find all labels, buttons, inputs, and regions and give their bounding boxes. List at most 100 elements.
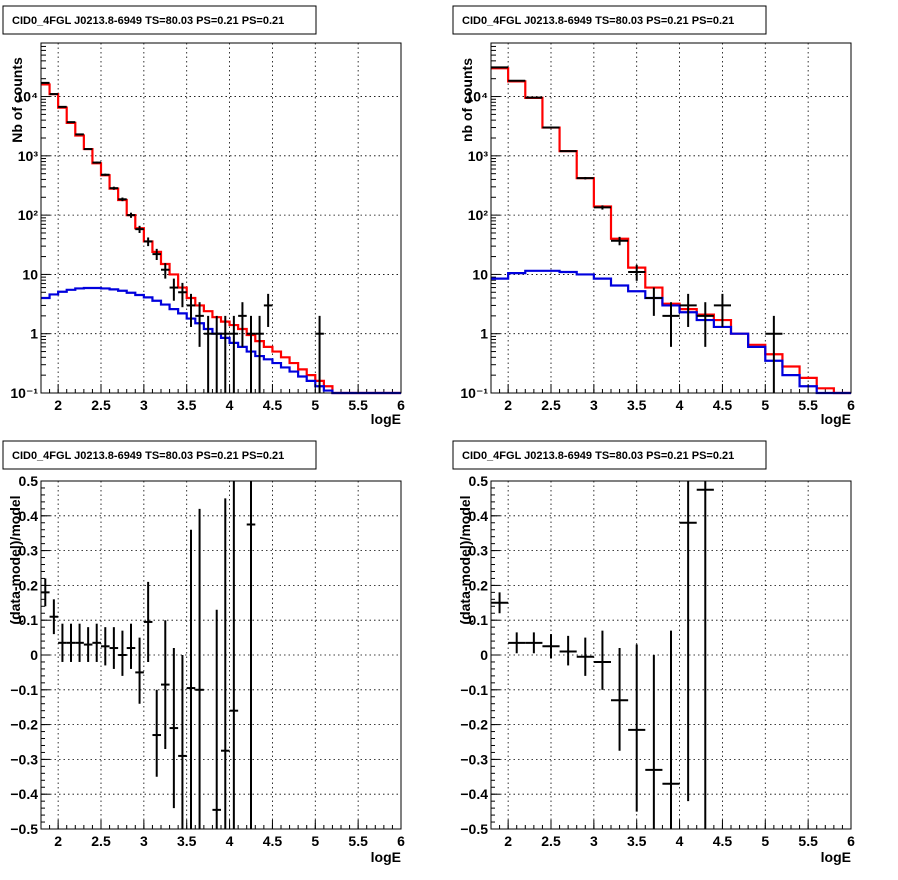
data-point [645,288,662,316]
data-point [662,302,679,347]
x-tick-label: 2.5 [91,833,111,849]
data-point [255,316,264,393]
data-point [212,610,221,829]
data-point [542,127,559,128]
data-point [170,279,179,301]
data-point [645,655,662,829]
data-point [144,237,153,246]
data-point [508,80,525,81]
data-point [170,648,179,808]
x-tick-label: 6 [847,833,855,849]
data-point [611,648,628,751]
x-axis-title: logE [821,849,851,865]
panel-residuals-left: CID0_4FGL J0213.8-6949 TS=80.03 PS=0.21 … [3,441,405,865]
panel-counts-right: CID0_4FGL J0213.8-6949 TS=80.03 PS=0.21 … [453,6,855,427]
y-tick-label: 0 [480,647,488,663]
y-tick-label: −0.3 [460,751,488,767]
y-axis-title: (data-model)/model [457,495,473,624]
x-tick-label: 5.5 [348,833,368,849]
data-point [230,316,239,393]
data-point [75,134,84,136]
x-tick-label: 5 [761,833,769,849]
panel-residuals-right: CID0_4FGL J0213.8-6949 TS=80.03 PS=0.21 … [453,441,855,865]
data-point [697,302,714,347]
panel-title: CID0_4FGL J0213.8-6949 TS=80.03 PS=0.21 … [12,450,284,462]
y-tick-label: −0.3 [10,751,38,767]
data-point [135,226,144,233]
y-tick-label: 10² [18,207,39,223]
x-tick-label: 3 [140,397,148,413]
y-axis-title: (data-model)/model [7,495,23,624]
x-tick-label: 4 [226,833,234,849]
x-tick-label: 5.5 [348,397,368,413]
data-point [58,624,67,662]
y-tick-label: 10² [468,207,489,223]
x-axis-title: logE [371,411,401,427]
data-point [67,624,76,662]
data-point [221,498,230,829]
y-axis-title: Nb of counts [9,57,25,143]
x-tick-label: 2.5 [541,833,561,849]
x-axis-title: logE [821,411,851,427]
x-tick-label: 3.5 [177,833,197,849]
x-axis-title: logE [371,849,401,865]
data-point [92,162,101,164]
data-point [118,631,127,676]
x-tick-label: 5.5 [798,833,818,849]
panel-title: CID0_4FGL J0213.8-6949 TS=80.03 PS=0.21 … [462,15,734,27]
x-tick-label: 2 [54,833,62,849]
x-tick-label: 4 [676,833,684,849]
data-point [41,82,50,83]
x-tick-label: 2 [54,397,62,413]
x-tick-label: 5 [311,833,319,849]
data-point [101,174,110,176]
data-point [680,481,697,801]
y-tick-label: 1 [480,326,488,342]
x-tick-label: 3.5 [627,397,647,413]
panel-title: CID0_4FGL J0213.8-6949 TS=80.03 PS=0.21 … [462,450,734,462]
data-point [135,638,144,704]
x-tick-label: 3 [590,833,598,849]
x-tick-label: 4.5 [713,397,733,413]
data-point [628,645,645,812]
data-point [161,263,170,278]
y-tick-label: 1 [30,326,38,342]
x-tick-label: 5.5 [798,397,818,413]
y-tick-label: 10 [472,266,488,282]
data-point [84,627,93,662]
y-tick-label: −0.4 [460,786,488,802]
y-tick-label: 10⁻¹ [460,385,488,401]
data-point [204,316,213,393]
x-tick-label: 3.5 [177,397,197,413]
x-tick-label: 3 [140,833,148,849]
y-tick-label: −0.4 [10,786,38,802]
x-tick-label: 2 [504,397,512,413]
data-point [525,632,542,653]
data-point [680,294,697,327]
data-point [714,294,731,327]
data-point [662,631,679,829]
data-point [152,249,161,260]
data-point [101,627,110,665]
data-point [127,213,136,218]
y-tick-label: 0.5 [19,473,39,489]
x-tick-label: 5 [761,397,769,413]
x-tick-label: 2.5 [541,397,561,413]
model-total-line [41,84,401,393]
data-point [238,302,247,347]
data-point [67,121,76,122]
data-point [41,578,50,606]
y-tick-label: 10 [22,266,38,282]
y-axis-title: nb of counts [459,58,475,142]
panel-counts-left: CID0_4FGL J0213.8-6949 TS=80.03 PS=0.21 … [3,6,405,427]
y-tick-label: −0.2 [460,717,488,733]
data-point [152,690,161,777]
data-point [264,294,273,327]
data-point [178,655,187,829]
data-point [50,599,59,634]
data-point [92,624,101,662]
data-point [50,94,59,95]
